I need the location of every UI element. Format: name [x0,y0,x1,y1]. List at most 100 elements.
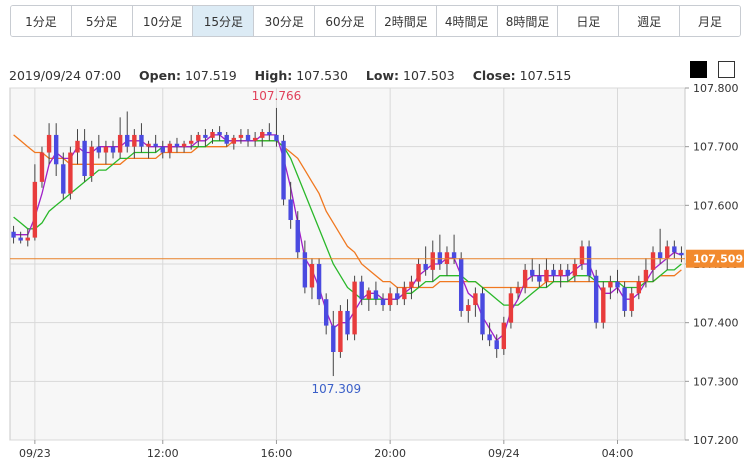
candle-body [551,269,556,276]
candle [466,299,471,323]
candle-body [89,146,94,176]
candle-body [430,252,435,270]
candle-body [167,143,173,153]
tab-timeframe-3[interactable]: 15分足 [193,6,255,36]
candle-body [323,299,329,326]
candle [395,287,400,306]
low-annotation: 107.309 [311,382,361,396]
candle-body [61,164,66,194]
candle [309,258,315,300]
candle-body [125,134,130,147]
y-tick-label: 107.600 [693,199,739,212]
tab-timeframe-2[interactable]: 10分足 [132,6,194,36]
candle [53,123,59,176]
candle [359,275,364,306]
candle-body [366,290,372,300]
candle [437,234,443,270]
tab-timeframe-9[interactable]: 日足 [558,6,620,36]
candle-body [245,134,251,141]
candle [245,129,251,147]
candle-body [601,287,606,323]
candle [125,111,130,153]
candle-body [288,199,293,220]
x-tick-label: 16:00 [261,447,293,460]
candle [345,299,350,341]
candle [146,140,151,159]
candle-body [174,143,180,147]
tab-timeframe-7[interactable]: 4時間足 [436,6,498,36]
black-theme-button[interactable] [690,61,707,78]
candle [586,240,592,282]
candle [68,146,73,200]
candle-body [515,287,521,294]
candle [139,123,144,153]
candle-body [565,269,570,276]
candle [402,281,407,306]
candle-body [267,132,272,135]
candle-body [146,143,151,147]
candle-body [132,134,137,147]
candle [430,240,435,282]
candle-body [473,293,478,306]
candle-body [160,146,165,153]
candle [61,152,66,200]
tab-timeframe-5[interactable]: 60分足 [315,6,376,36]
candle [352,275,357,341]
candle [210,129,215,144]
candle [231,134,237,150]
candle-body [672,246,677,253]
candle-body [18,237,23,241]
candle-body [309,264,315,288]
x-tick-label: 12:00 [147,447,179,460]
candle-body [359,281,364,300]
candle-body [629,293,634,311]
candle [444,246,450,276]
candle-body [338,310,343,352]
candle-body [331,325,336,352]
candle [288,181,293,229]
candle-body [508,293,514,323]
candle-body [586,246,592,276]
candle-body [593,275,599,323]
candle-body [657,252,663,259]
candle [338,305,343,358]
candle [302,240,308,294]
candle [217,126,222,141]
tab-timeframe-0[interactable]: 1分足 [11,6,72,36]
candle [316,258,322,306]
tab-timeframe-10[interactable]: 週足 [619,6,681,36]
candle-body [466,305,471,311]
candle [153,134,158,153]
candle-body [437,252,443,264]
candle [601,281,606,329]
candle [252,132,258,147]
candle-body [68,152,73,194]
candle [380,293,386,311]
candle-body [196,134,201,141]
candle-body [260,132,265,138]
candle-body [224,134,229,144]
candle-body [238,134,244,138]
candle [487,322,492,347]
candle-body [643,269,649,282]
candle [636,275,642,300]
candle [295,211,300,259]
tab-timeframe-4[interactable]: 30分足 [254,6,316,36]
candle [501,316,507,355]
candle [515,281,521,300]
candle [224,132,229,147]
candle-body [274,134,279,141]
candle-body [25,237,30,241]
tab-timeframe-1[interactable]: 5分足 [71,6,133,36]
candle [281,134,286,206]
candle [267,123,272,141]
tab-timeframe-11[interactable]: 月足 [680,6,740,36]
candle [11,225,16,244]
candle-body [480,293,485,335]
white-theme-button[interactable] [718,61,735,78]
candle-body [380,299,386,306]
candle-body [387,293,393,306]
tab-timeframe-6[interactable]: 2時間足 [375,6,437,36]
tab-timeframe-8[interactable]: 8時間足 [497,6,559,36]
candle-body [544,269,549,282]
